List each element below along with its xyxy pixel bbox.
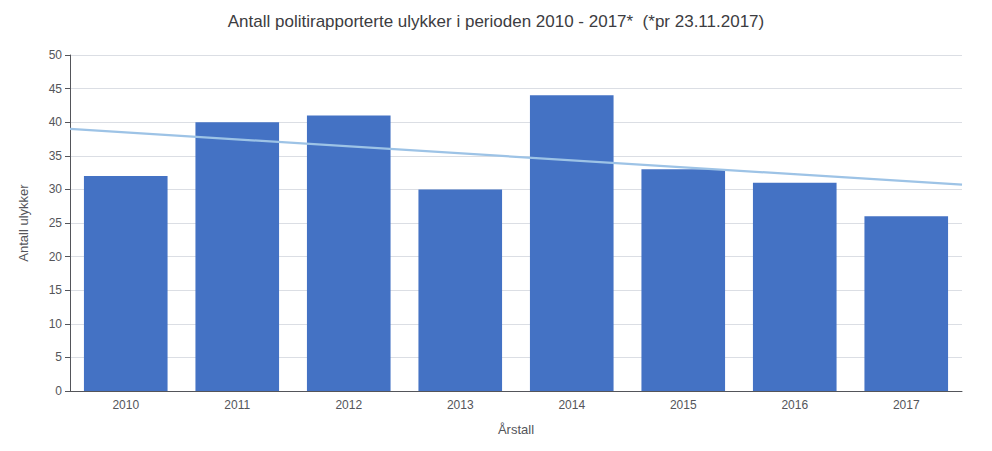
svg-text:40: 40 bbox=[49, 115, 63, 129]
svg-text:0: 0 bbox=[55, 384, 62, 398]
svg-text:Årstall: Årstall bbox=[498, 422, 534, 437]
svg-text:2014: 2014 bbox=[558, 398, 585, 412]
svg-text:2016: 2016 bbox=[781, 398, 808, 412]
svg-text:50: 50 bbox=[49, 48, 63, 62]
svg-text:2013: 2013 bbox=[447, 398, 474, 412]
svg-text:2017: 2017 bbox=[893, 398, 920, 412]
svg-text:2010: 2010 bbox=[112, 398, 139, 412]
svg-text:10: 10 bbox=[49, 317, 63, 331]
svg-text:2012: 2012 bbox=[335, 398, 362, 412]
svg-text:35: 35 bbox=[49, 149, 63, 163]
svg-text:15: 15 bbox=[49, 283, 63, 297]
svg-text:2015: 2015 bbox=[670, 398, 697, 412]
svg-text:2011: 2011 bbox=[224, 398, 250, 412]
svg-text:Antall ulykker: Antall ulykker bbox=[16, 184, 31, 262]
svg-text:30: 30 bbox=[49, 182, 63, 196]
svg-text:45: 45 bbox=[49, 82, 63, 96]
svg-text:Antall politirapporterte ulykk: Antall politirapporterte ulykker i perio… bbox=[228, 12, 764, 31]
svg-text:20: 20 bbox=[49, 250, 63, 264]
svg-text:5: 5 bbox=[55, 350, 62, 364]
svg-text:25: 25 bbox=[49, 216, 63, 230]
